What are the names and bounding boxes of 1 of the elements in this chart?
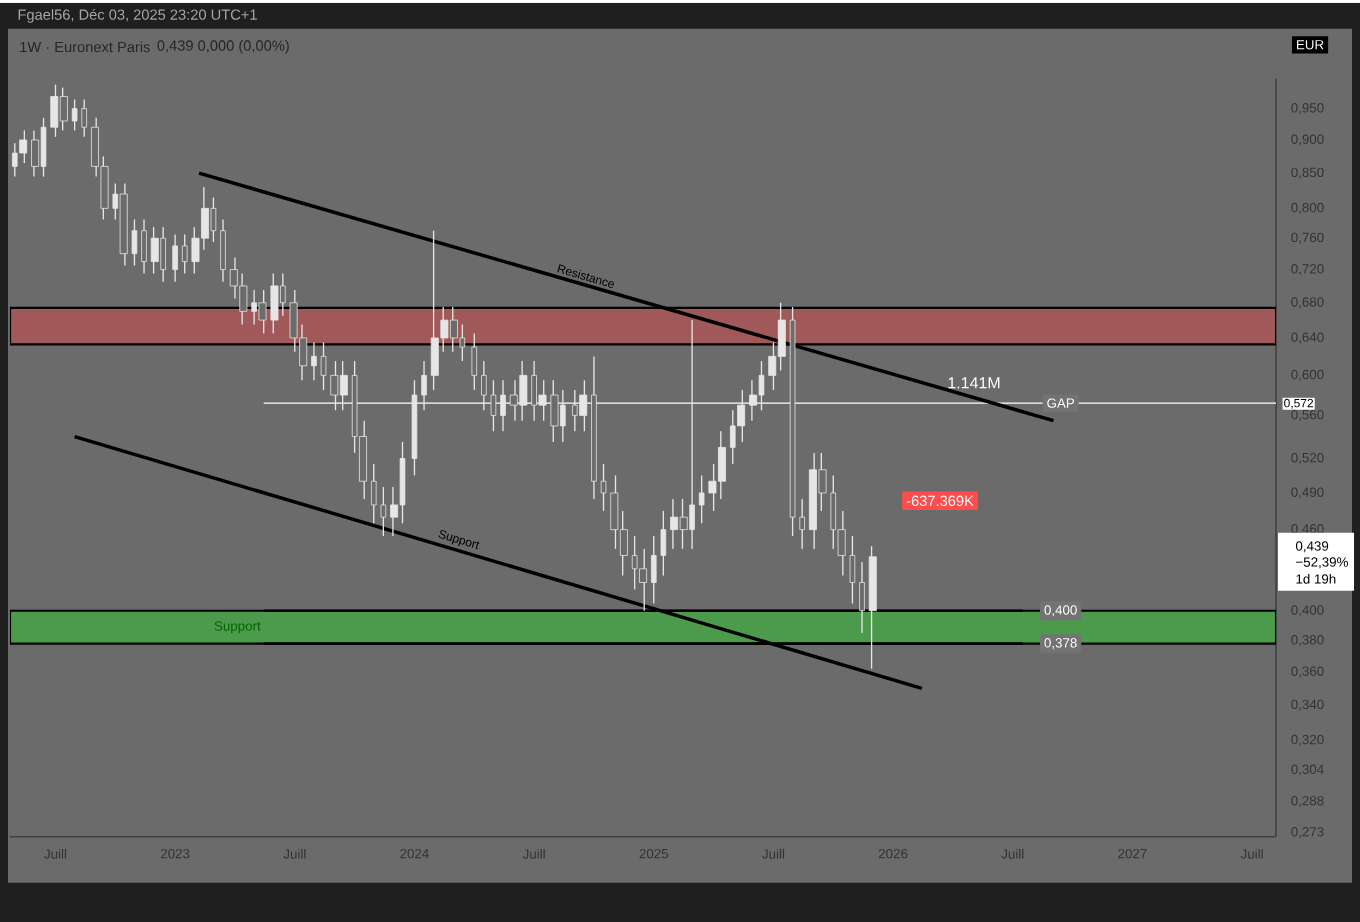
annotation: 1.141M xyxy=(948,376,1000,388)
